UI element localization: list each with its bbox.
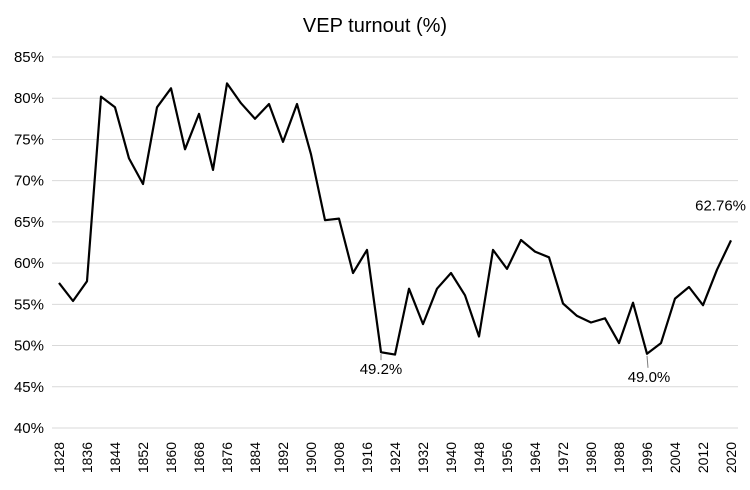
y-tick-label: 75% — [14, 131, 44, 148]
annotation-label: 62.76% — [695, 197, 746, 214]
series-layer — [58, 82, 732, 356]
annotations: 49.2% 49.0% 62.76% — [360, 197, 746, 385]
y-tick-label: 60% — [14, 255, 44, 272]
x-tick-label: 1940 — [443, 442, 459, 473]
y-tick-label: 65% — [14, 214, 44, 231]
x-tick-label: 1868 — [191, 442, 207, 473]
y-tick-label: 70% — [14, 173, 44, 190]
x-tick-label: 1900 — [303, 442, 319, 473]
x-tick-label: 1908 — [331, 442, 347, 473]
chart-title: VEP turnout (%) — [303, 15, 447, 37]
x-tick-label: 1876 — [219, 442, 235, 473]
x-tick-label: 1972 — [555, 442, 571, 473]
x-tick-label: 1916 — [359, 442, 375, 473]
annotation-label: 49.0% — [628, 369, 671, 386]
y-tick-label: 55% — [14, 296, 44, 313]
y-tick-label: 80% — [14, 90, 44, 107]
annotation-leader — [646, 355, 649, 368]
y-axis-ticks: 40% 45% 50% 55% 60% 65% 70% 75% 80% 85% — [14, 49, 44, 437]
y-tick-label: 45% — [14, 379, 44, 396]
x-tick-label: 2004 — [667, 442, 683, 473]
y-tick-label: 85% — [14, 49, 44, 66]
x-tick-label: 1828 — [51, 442, 67, 473]
x-tick-label: 1988 — [611, 442, 627, 473]
y-tick-label: 40% — [14, 420, 44, 437]
x-tick-label: 1924 — [387, 442, 403, 473]
gridlines — [52, 56, 738, 429]
x-tick-label: 1964 — [527, 442, 543, 473]
x-tick-label: 1836 — [79, 442, 95, 473]
x-axis-ticks: 1828 1836 1844 1852 1860 1868 1876 1884 1892 1900… — [51, 442, 739, 473]
x-tick-label: 1892 — [275, 442, 291, 473]
x-tick-label: 1884 — [247, 442, 263, 473]
annotation-label: 49.2% — [360, 361, 403, 378]
x-tick-label: 1860 — [163, 442, 179, 473]
x-tick-label: 1948 — [471, 442, 487, 473]
x-tick-label: 1932 — [415, 442, 431, 473]
x-tick-label: 1852 — [135, 442, 151, 473]
y-tick-label: 50% — [14, 338, 44, 355]
series-line — [58, 82, 732, 356]
x-tick-label: 1844 — [107, 442, 123, 473]
x-tick-label: 1956 — [499, 442, 515, 473]
x-tick-label: 2012 — [695, 442, 711, 473]
x-tick-label: 1996 — [639, 442, 655, 473]
x-tick-label: 1980 — [583, 442, 599, 473]
x-tick-label: 2020 — [723, 442, 739, 473]
